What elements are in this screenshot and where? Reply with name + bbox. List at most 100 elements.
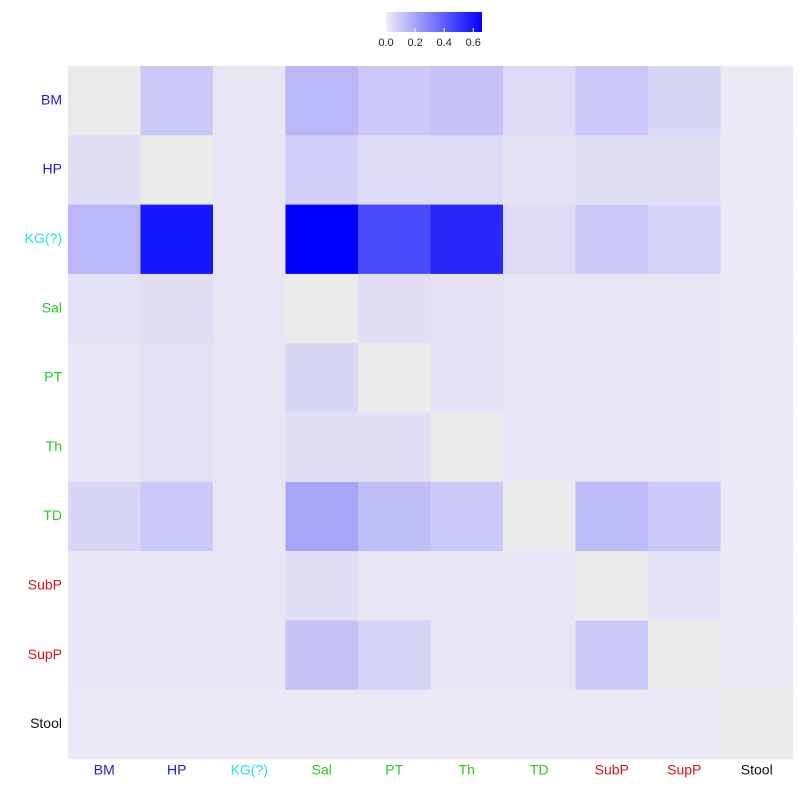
cell bbox=[575, 689, 649, 760]
y-tick-label: KG(?) bbox=[25, 230, 62, 246]
cell bbox=[358, 412, 431, 483]
empty-cell bbox=[285, 273, 359, 344]
cell bbox=[213, 481, 286, 552]
cell bbox=[68, 481, 141, 552]
cell bbox=[575, 412, 649, 483]
cell bbox=[648, 204, 721, 275]
cell bbox=[213, 204, 286, 275]
cell bbox=[140, 204, 214, 275]
cell bbox=[285, 135, 359, 205]
cell bbox=[140, 481, 214, 552]
cell bbox=[503, 66, 576, 136]
x-tick-label: SupP bbox=[667, 762, 701, 778]
cell bbox=[68, 620, 141, 690]
cell bbox=[430, 481, 504, 552]
cell bbox=[140, 343, 214, 413]
x-tick-label: Stool bbox=[741, 762, 773, 778]
cell bbox=[430, 689, 504, 760]
cell bbox=[213, 66, 286, 136]
cell bbox=[720, 551, 794, 621]
cell bbox=[720, 620, 794, 690]
cell bbox=[503, 343, 576, 413]
cell bbox=[358, 204, 431, 275]
cell bbox=[648, 273, 721, 344]
y-tick-label: Sal bbox=[42, 299, 62, 315]
x-tick-label: Sal bbox=[312, 762, 332, 778]
x-tick-label: SubP bbox=[595, 762, 629, 778]
cell bbox=[503, 412, 576, 483]
empty-cell bbox=[430, 412, 504, 483]
colorbar-tick-label: 0.6 bbox=[466, 37, 481, 49]
cell bbox=[358, 689, 431, 760]
cell bbox=[720, 135, 794, 205]
cell bbox=[68, 689, 141, 760]
cell bbox=[430, 551, 504, 621]
y-tick-label: SubP bbox=[28, 576, 62, 592]
empty-cell bbox=[503, 481, 576, 552]
cell bbox=[285, 412, 359, 483]
cell bbox=[358, 620, 431, 690]
y-tick-label: TD bbox=[43, 507, 62, 523]
y-tick-label: BM bbox=[41, 91, 62, 107]
cell bbox=[575, 343, 649, 413]
cell bbox=[720, 204, 794, 275]
colorbar: 0.0 0.2 0.4 0.6 bbox=[378, 12, 482, 49]
cell bbox=[430, 135, 504, 205]
empty-cell bbox=[68, 66, 141, 136]
cell bbox=[503, 273, 576, 344]
colorbar-tick-label: 0.4 bbox=[437, 37, 452, 49]
cell bbox=[285, 689, 359, 760]
cell bbox=[140, 66, 214, 136]
cell bbox=[68, 204, 141, 275]
cell bbox=[575, 620, 649, 690]
cell bbox=[140, 412, 214, 483]
cell bbox=[648, 689, 721, 760]
cell bbox=[140, 689, 214, 760]
y-tick-label: PT bbox=[44, 369, 62, 385]
empty-cell bbox=[140, 135, 214, 205]
cell bbox=[68, 343, 141, 413]
cell bbox=[68, 551, 141, 621]
cell bbox=[285, 551, 359, 621]
cell bbox=[285, 620, 359, 690]
cell bbox=[430, 620, 504, 690]
cell bbox=[575, 135, 649, 205]
cell bbox=[430, 66, 504, 136]
x-tick-label: BM bbox=[94, 762, 115, 778]
cell bbox=[503, 135, 576, 205]
cell bbox=[648, 412, 721, 483]
cell bbox=[503, 689, 576, 760]
x-tick-label: TD bbox=[530, 762, 549, 778]
cell bbox=[430, 273, 504, 344]
cell bbox=[213, 689, 286, 760]
cell bbox=[68, 273, 141, 344]
cell bbox=[430, 204, 504, 275]
y-tick-label: HP bbox=[43, 161, 62, 177]
cell bbox=[720, 343, 794, 413]
empty-cell bbox=[720, 689, 794, 760]
cell bbox=[140, 273, 214, 344]
cell bbox=[285, 481, 359, 552]
cell bbox=[575, 481, 649, 552]
cell bbox=[285, 343, 359, 413]
cell bbox=[720, 273, 794, 344]
cell bbox=[358, 551, 431, 621]
cell bbox=[213, 412, 286, 483]
cell bbox=[720, 481, 794, 552]
cell bbox=[720, 412, 794, 483]
cell bbox=[140, 551, 214, 621]
cell bbox=[213, 343, 286, 413]
colorbar-tick-label: 0.0 bbox=[378, 37, 393, 49]
cell bbox=[648, 481, 721, 552]
cell bbox=[358, 66, 431, 136]
colorbar-gradient bbox=[386, 12, 482, 32]
empty-cell bbox=[648, 620, 721, 690]
x-tick-label: KG(?) bbox=[231, 762, 268, 778]
empty-cell bbox=[575, 551, 649, 621]
cell bbox=[575, 204, 649, 275]
y-tick-label: Th bbox=[46, 438, 62, 454]
cell bbox=[285, 66, 359, 136]
cell bbox=[213, 620, 286, 690]
x-tick-label: HP bbox=[167, 762, 186, 778]
